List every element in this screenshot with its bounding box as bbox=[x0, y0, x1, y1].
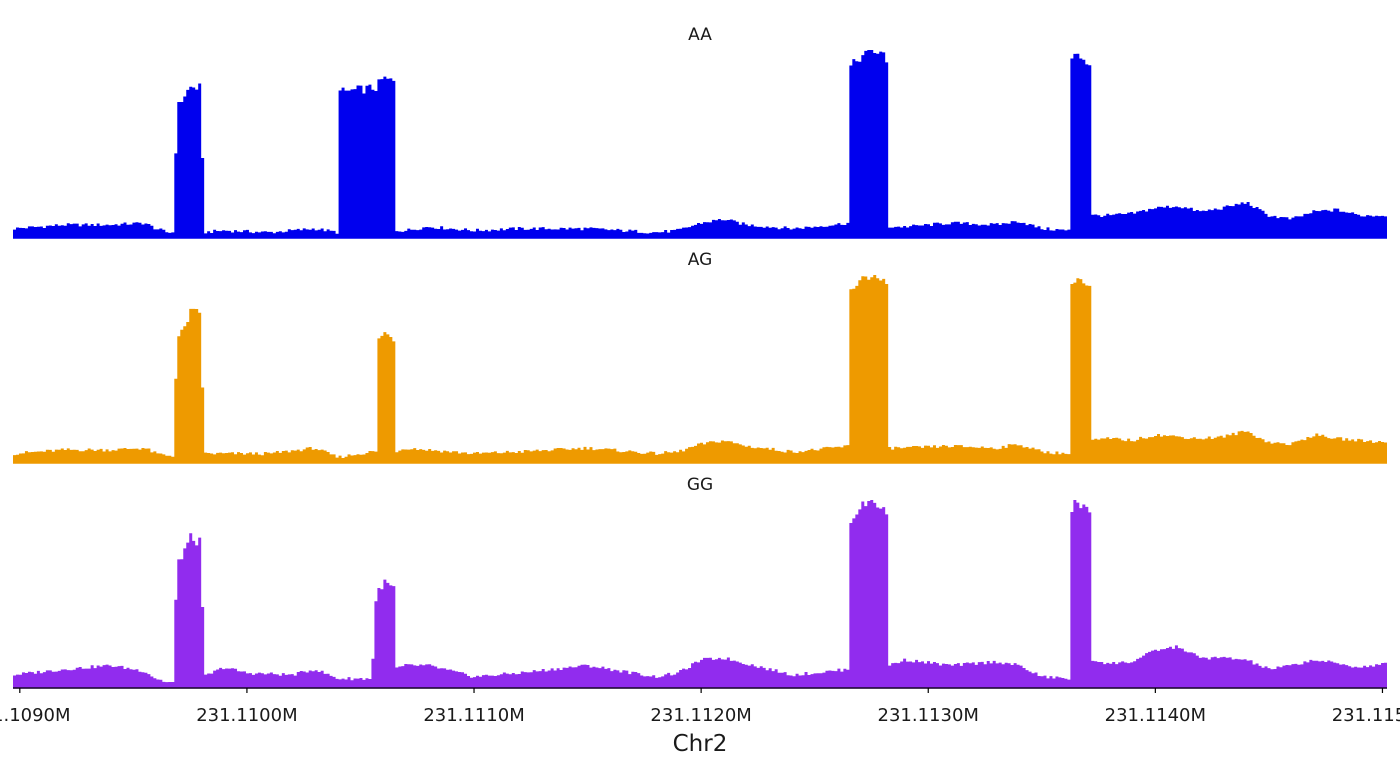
coverage-area-ag bbox=[13, 275, 1387, 463]
x-tick-label: 231.1130M bbox=[878, 705, 979, 726]
panel-ag: AG bbox=[13, 250, 1387, 464]
panel-aa: AA bbox=[13, 25, 1387, 239]
panel-title-aa: AA bbox=[688, 25, 712, 45]
x-tick-label: 231.1120M bbox=[650, 705, 751, 726]
x-axis-title: Chr2 bbox=[673, 731, 728, 757]
panels: AA AG GG bbox=[13, 25, 1387, 689]
x-tick-label: 231.1110M bbox=[423, 705, 524, 726]
coverage-area-aa bbox=[13, 50, 1387, 238]
x-tick-label: 231.1100M bbox=[196, 705, 297, 726]
x-tick-label: 231.1140M bbox=[1105, 705, 1206, 726]
panel-gg: GG bbox=[13, 475, 1387, 689]
panel-title-gg: GG bbox=[687, 475, 713, 495]
x-tick-label: 231.1150M bbox=[1332, 705, 1400, 726]
x-ticks: 231.1090M 231.1100M 231.1110M 231.1120M 231.… bbox=[0, 688, 1400, 726]
x-axis: 231.1090M 231.1100M 231.1110M 231.1120M 231.… bbox=[0, 687, 1400, 726]
coverage-area-gg bbox=[13, 500, 1387, 688]
panel-title-ag: AG bbox=[688, 250, 713, 270]
x-tick-label: 231.1090M bbox=[0, 705, 71, 726]
